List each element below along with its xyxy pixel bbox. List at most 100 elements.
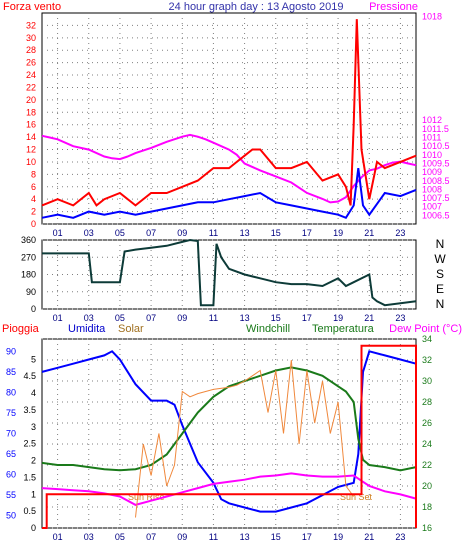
rain-y-tick: 0.5 [23,506,36,516]
x-tick-label: 09 [177,532,187,542]
x-tick-label: 11 [209,313,218,323]
x-tick-label: 17 [302,313,312,323]
humidity-axis-title: Umidita [68,323,106,335]
chart-title: 24 hour graph day : 13 Agosto 2019 [169,1,344,13]
x-tick-label: 23 [395,228,405,238]
x-tick-label: 09 [177,228,187,238]
direction-y-tick: 90 [26,287,36,297]
x-tick-label: 21 [364,228,374,238]
pressure-y-tick: 1008 [422,184,442,194]
x-tick-label: 05 [115,532,125,542]
direction-y-tick: 360 [21,235,36,245]
temperature-legend: Temperatura [312,323,375,335]
wind-y-tick: 20 [26,95,36,105]
x-tick-label: 19 [333,532,343,542]
temp-y-tick: 30 [422,376,432,386]
series-pressione [41,133,417,204]
temp-y-tick: 20 [422,481,432,491]
pressure-y-tick: 1012 [422,115,442,125]
windchill-legend: Windchill [246,323,290,335]
x-tick-label: 01 [53,313,63,323]
x-tick-label: 21 [364,313,374,323]
series-direction [42,238,417,307]
temp-y-tick: 18 [422,502,432,512]
x-tick-label: 17 [302,228,312,238]
sunset-label: Sun Set [340,492,373,502]
humidity-y-tick: 90 [6,346,16,356]
wind-y-tick: 28 [26,45,36,55]
rain-y-tick: 4.5 [23,371,36,381]
sunrise-label: Sun Rise [128,492,165,502]
x-tick-label: 01 [53,228,63,238]
rain-y-tick: 3.5 [23,405,36,415]
wind-y-tick: 2 [31,207,36,217]
pressure-y-tick: 1018 [422,11,442,21]
wind-y-tick: 26 [26,58,36,68]
wind-axis-title: Forza vento [3,1,61,13]
wind-y-tick: 22 [26,82,36,92]
rain-y-tick: 0 [31,523,36,533]
pressure-y-tick: 1006.5 [422,210,450,220]
pressure-y-tick: 1007 [422,202,442,212]
wind-y-tick: 4 [31,194,36,204]
temp-y-tick: 34 [422,334,432,344]
humidity-y-tick: 50 [6,511,16,521]
direction-panel-frame [41,239,417,310]
temp-y-tick: 32 [422,355,432,365]
direction-y-tick: 270 [21,252,36,262]
wind-y-tick: 18 [26,107,36,117]
humidity-y-tick: 70 [6,429,16,439]
humidity-y-tick: 55 [6,490,16,500]
humidity-y-tick: 75 [6,408,16,418]
compass-label: S [436,267,444,281]
x-tick-label: 07 [146,532,156,542]
x-tick-label: 05 [115,228,125,238]
pressure-y-tick: 1009.5 [422,158,450,168]
x-tick-label: 03 [84,532,94,542]
wind-y-tick: 24 [26,70,36,80]
series-media-vento [41,167,417,220]
x-tick-label: 23 [395,532,405,542]
x-tick-label: 17 [302,532,312,542]
direction-y-tick: 0 [31,304,36,314]
rain-y-tick: 1 [31,489,36,499]
rain-y-tick: 5 [31,354,36,364]
x-tick-label: 15 [271,532,281,542]
solar-legend: Solar [118,323,144,335]
temp-y-tick: 26 [422,418,432,428]
humidity-y-tick: 60 [6,470,16,480]
x-tick-label: 13 [240,532,250,542]
wind-y-tick: 16 [26,120,36,130]
x-tick-label: 21 [364,532,374,542]
compass-label: E [436,282,444,296]
humidity-y-tick: 65 [6,449,16,459]
compass-label: N [436,237,445,251]
x-tick-label: 07 [146,313,156,323]
rain-y-tick: 2 [31,456,36,466]
humidity-y-tick: 85 [6,367,16,377]
wind-y-tick: 10 [26,157,36,167]
temp-y-tick: 24 [422,439,432,449]
series-pioggia [42,344,417,529]
compass-label: N [436,297,445,311]
wind-y-tick: 32 [26,20,36,30]
x-tick-label: 05 [115,313,125,323]
rain-y-tick: 3 [31,422,36,432]
series-forza-vento [41,19,417,207]
pressure-y-tick: 1007.5 [422,193,450,203]
temp-y-tick: 16 [422,523,432,533]
wind-y-tick: 6 [31,182,36,192]
direction-y-tick: 180 [21,270,36,280]
rain-axis-title: Pioggia [2,323,40,335]
x-tick-label: 13 [240,228,250,238]
temp-y-tick: 22 [422,460,432,470]
wind-y-tick: 0 [31,219,36,229]
x-tick-label: 11 [209,228,218,238]
pressure-y-tick: 1011 [422,133,441,143]
wind-y-tick: 30 [26,33,36,43]
wind-y-tick: 8 [31,169,36,179]
x-tick-label: 15 [271,228,281,238]
pressure-y-tick: 1010 [422,150,442,160]
x-tick-label: 01 [53,532,63,542]
